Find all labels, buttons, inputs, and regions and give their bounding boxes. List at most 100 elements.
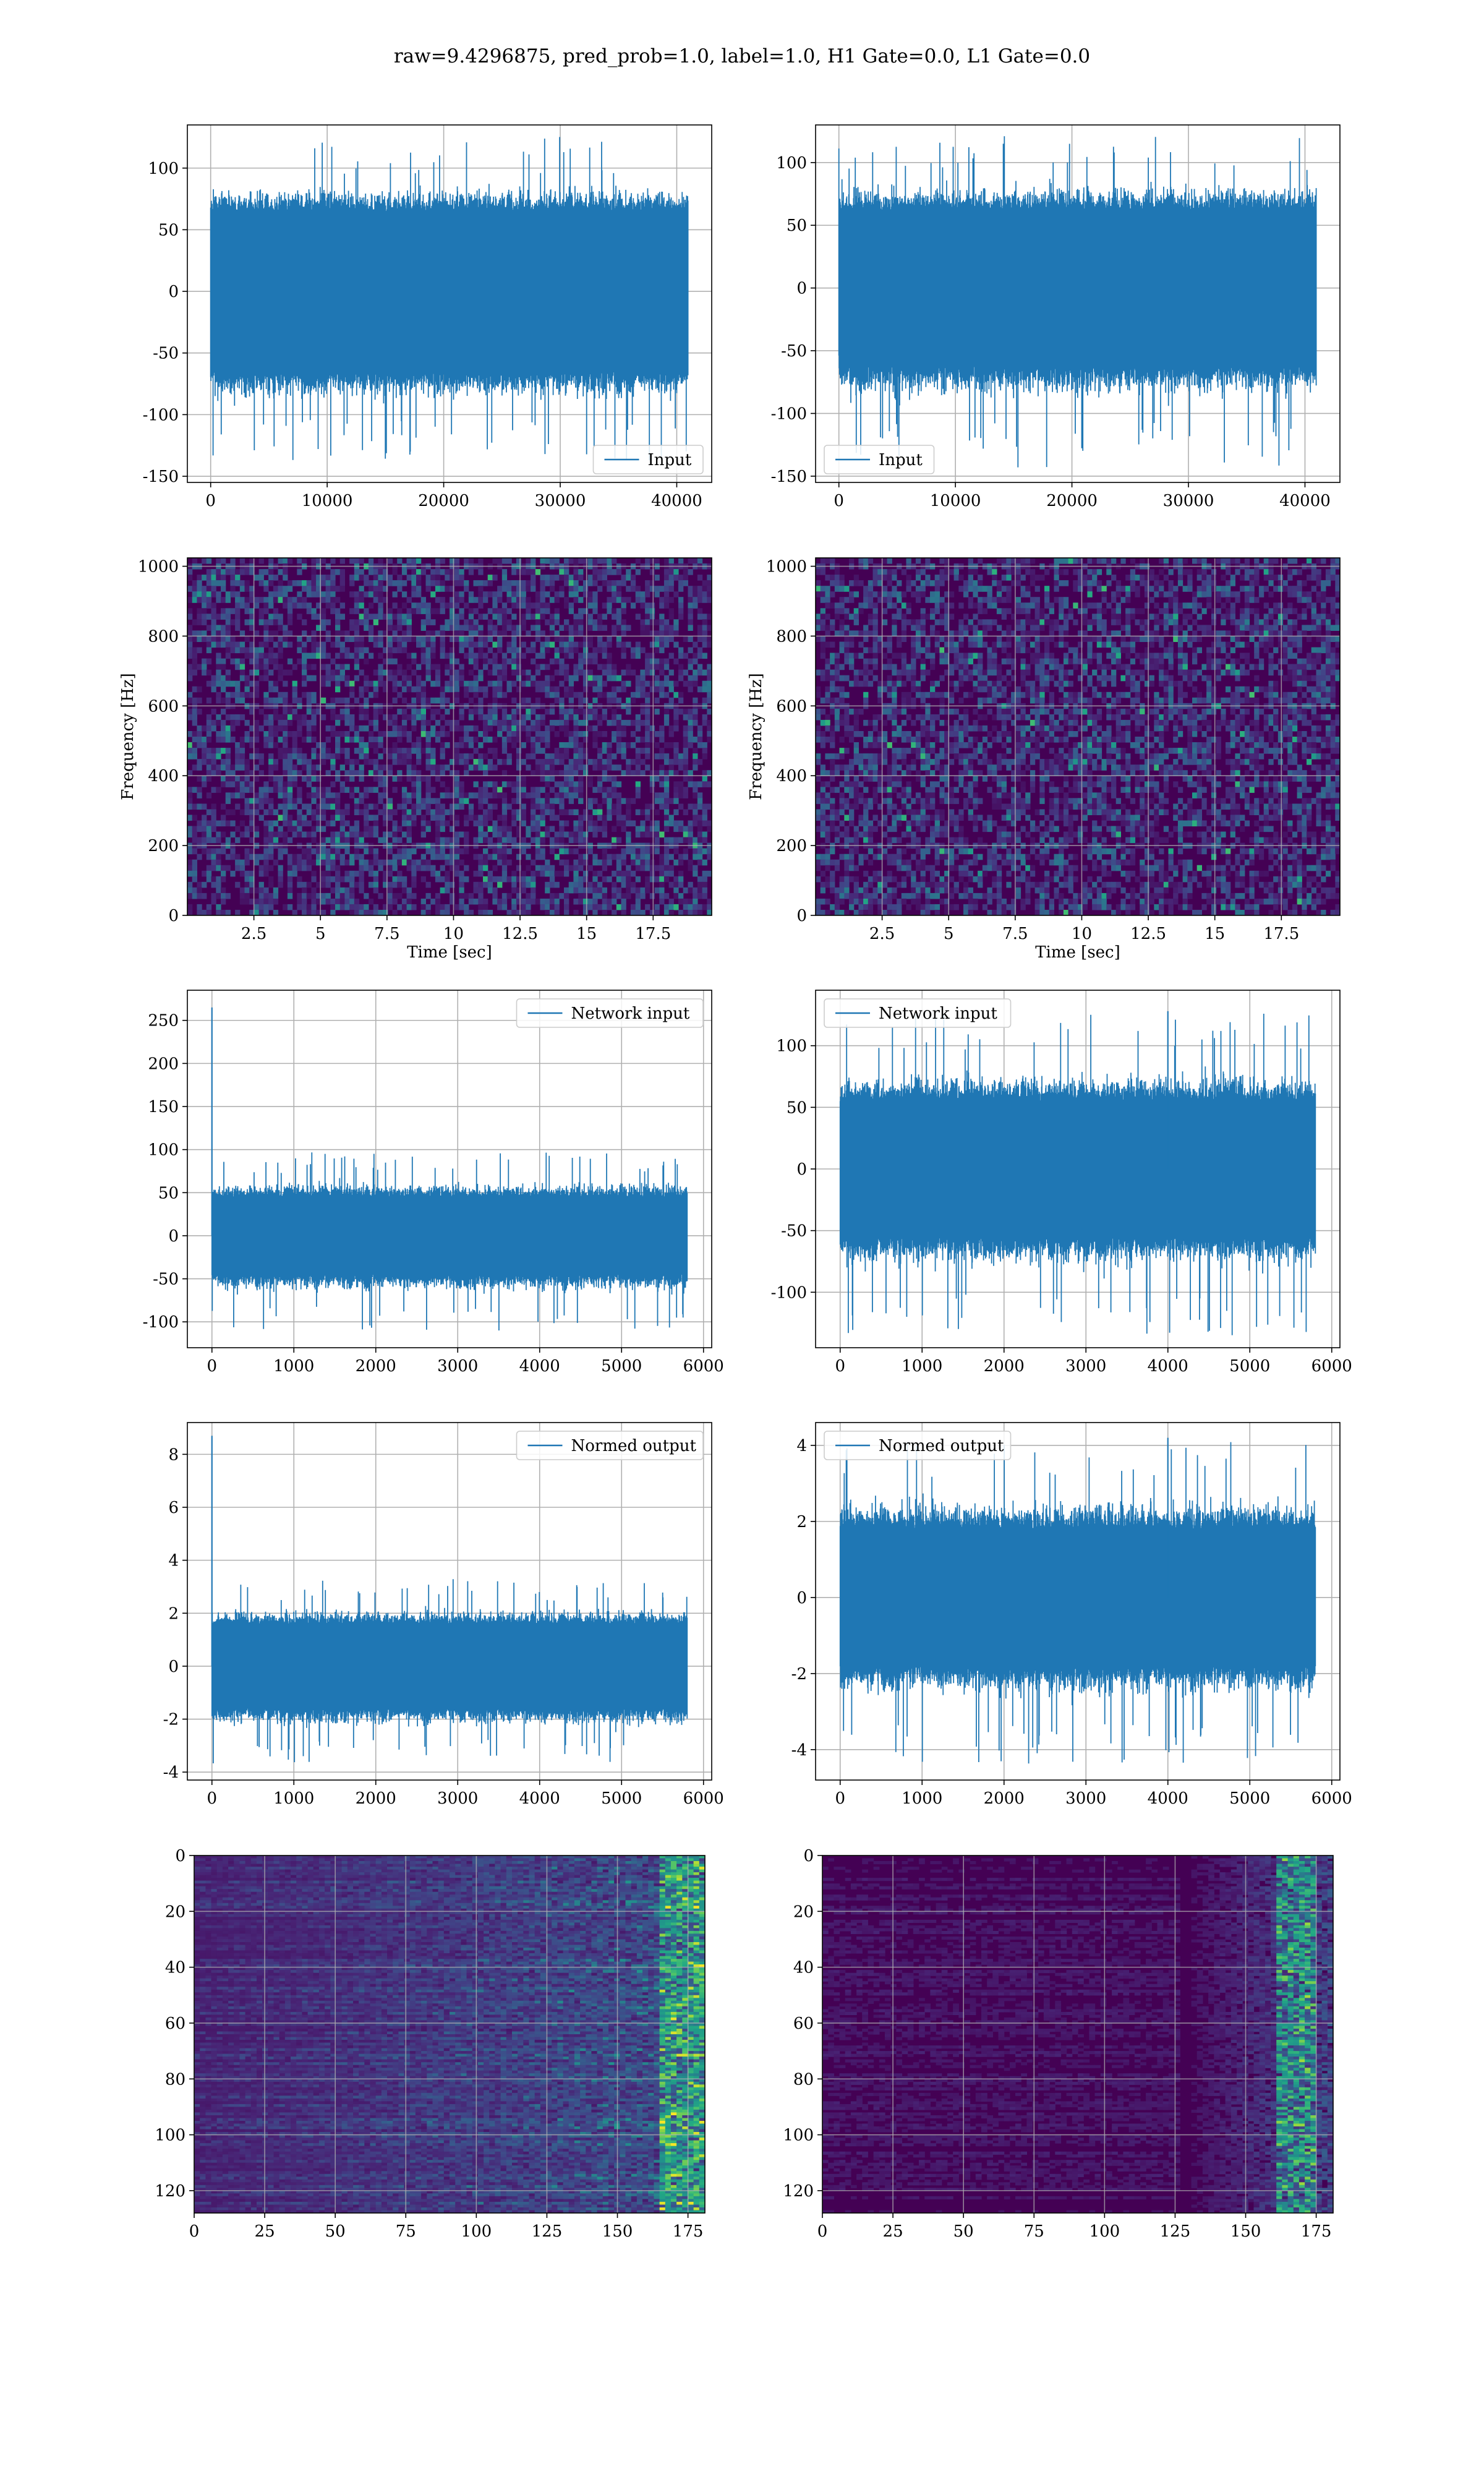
heatmap-cell xyxy=(359,865,364,871)
heatmap-cell xyxy=(268,904,274,910)
legend: Input xyxy=(824,445,935,474)
heatmap-cell xyxy=(549,898,555,905)
heatmap-cell xyxy=(1211,575,1217,581)
heatmap-cell xyxy=(673,625,679,631)
heatmap-cell xyxy=(497,641,503,648)
heatmap-cell xyxy=(440,854,445,860)
heatmap-cell xyxy=(659,597,665,603)
heatmap-cell xyxy=(235,787,241,793)
heatmap-cell xyxy=(649,558,655,564)
heatmap-cell xyxy=(506,910,512,915)
heatmap-cell xyxy=(297,580,302,586)
heatmap-cell xyxy=(392,614,398,620)
heatmap-cell xyxy=(592,608,598,614)
heatmap-cell xyxy=(244,569,250,575)
heatmap-cell xyxy=(635,854,641,860)
heatmap-cell xyxy=(249,910,255,915)
heatmap-cell xyxy=(445,625,450,631)
heatmap-cell xyxy=(612,787,617,793)
heatmap-cell xyxy=(459,881,464,888)
heatmap-cell xyxy=(359,764,364,771)
heatmap-cell xyxy=(325,725,331,732)
heatmap-cell xyxy=(397,854,403,860)
heatmap-cell xyxy=(473,686,479,693)
heatmap-cell xyxy=(1187,580,1193,586)
heatmap-cell xyxy=(693,641,698,648)
heatmap-cell xyxy=(320,664,326,670)
heatmap-cell xyxy=(258,865,264,871)
heatmap-cell xyxy=(501,708,508,715)
heatmap-cell xyxy=(230,691,236,698)
heatmap-cell xyxy=(354,881,360,888)
heatmap-cell xyxy=(187,881,193,888)
heatmap-cell xyxy=(297,731,302,737)
heatmap-cell xyxy=(678,669,684,676)
heatmap-cell xyxy=(683,575,688,581)
heatmap-cell xyxy=(339,586,345,592)
heatmap-cell xyxy=(216,787,221,793)
heatmap-cell xyxy=(478,580,484,586)
heatmap-cell xyxy=(306,865,312,871)
heatmap-cell xyxy=(244,859,250,866)
heatmap-cell xyxy=(225,619,231,625)
heatmap-cell xyxy=(211,820,216,827)
heatmap-cell xyxy=(311,848,317,855)
heatmap-cell xyxy=(501,837,508,844)
heatmap-cell xyxy=(197,854,202,860)
heatmap-cell xyxy=(292,580,297,586)
heatmap-cell xyxy=(511,725,517,732)
heatmap-cell xyxy=(254,597,260,603)
heatmap-cell xyxy=(459,787,464,793)
heatmap-cell xyxy=(535,614,541,620)
heatmap-cell xyxy=(531,792,536,798)
heatmap-cell xyxy=(545,898,550,905)
heatmap-cell xyxy=(225,641,231,648)
heatmap-cell xyxy=(254,764,260,771)
heatmap-cell xyxy=(659,614,665,620)
heatmap-cell xyxy=(478,870,484,877)
heatmap-cell xyxy=(1244,597,1250,603)
heatmap-cell xyxy=(616,815,622,821)
heatmap-cell xyxy=(225,820,231,827)
heatmap-cell xyxy=(1287,608,1293,614)
heatmap-cell xyxy=(416,781,422,787)
heatmap-cell xyxy=(540,580,545,586)
heatmap-cell xyxy=(1020,586,1026,592)
heatmap-cell xyxy=(221,569,226,575)
heatmap-cell xyxy=(411,748,417,754)
heatmap-cell xyxy=(440,697,445,704)
heatmap-cell xyxy=(673,892,679,899)
heatmap-cell xyxy=(273,630,279,636)
heatmap-cell xyxy=(278,691,283,698)
heatmap-cell xyxy=(420,820,426,827)
heatmap-cell xyxy=(278,619,283,625)
heatmap-cell xyxy=(564,580,569,586)
heatmap-cell xyxy=(401,859,407,866)
heatmap-cell xyxy=(497,636,503,642)
y-tick-label: -100 xyxy=(143,406,179,424)
heatmap-cell xyxy=(359,798,364,804)
heatmap-cell xyxy=(683,636,688,642)
heatmap-cell xyxy=(649,781,655,787)
heatmap-cell xyxy=(202,870,207,877)
heatmap-cell xyxy=(420,859,426,866)
heatmap-cell xyxy=(420,686,426,693)
heatmap-cell xyxy=(283,569,288,575)
heatmap-cell xyxy=(330,558,336,564)
heatmap-cell xyxy=(688,608,693,614)
heatmap-cell xyxy=(292,664,297,670)
heatmap-cell xyxy=(230,647,236,654)
heatmap-cell xyxy=(416,737,422,743)
heatmap-cell xyxy=(206,575,212,581)
heatmap-cell xyxy=(254,792,260,798)
heatmap-cell xyxy=(535,798,541,804)
heatmap-cell xyxy=(693,708,698,715)
heatmap-cell xyxy=(287,602,293,609)
heatmap-cell xyxy=(602,569,607,575)
heatmap-cell xyxy=(649,770,655,776)
heatmap-cell xyxy=(540,664,545,670)
chart-input-l1: 0 10000 20000 30000 40000-150-100-50050100In… xyxy=(771,124,1341,510)
heatmap-cell xyxy=(612,697,617,704)
heatmap-cell xyxy=(206,602,212,609)
heatmap-cell xyxy=(834,580,840,586)
